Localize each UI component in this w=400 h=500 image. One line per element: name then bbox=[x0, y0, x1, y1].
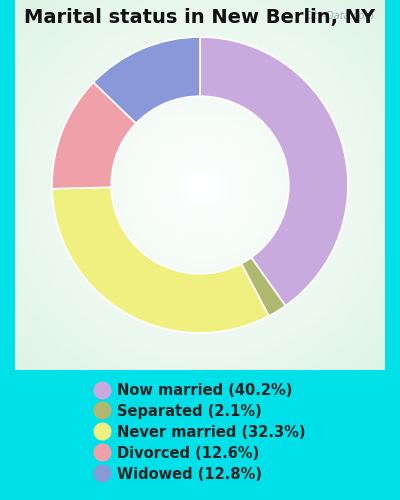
Wedge shape bbox=[52, 82, 136, 188]
Wedge shape bbox=[52, 187, 269, 333]
Wedge shape bbox=[241, 258, 286, 316]
Wedge shape bbox=[200, 37, 348, 306]
Text: City-Data.com: City-Data.com bbox=[304, 11, 374, 21]
Legend: Now married (40.2%), Separated (2.1%), Never married (32.3%), Divorced (12.6%), : Now married (40.2%), Separated (2.1%), N… bbox=[90, 379, 310, 486]
Wedge shape bbox=[93, 37, 200, 124]
Text: Marital status in New Berlin, NY: Marital status in New Berlin, NY bbox=[24, 8, 376, 26]
